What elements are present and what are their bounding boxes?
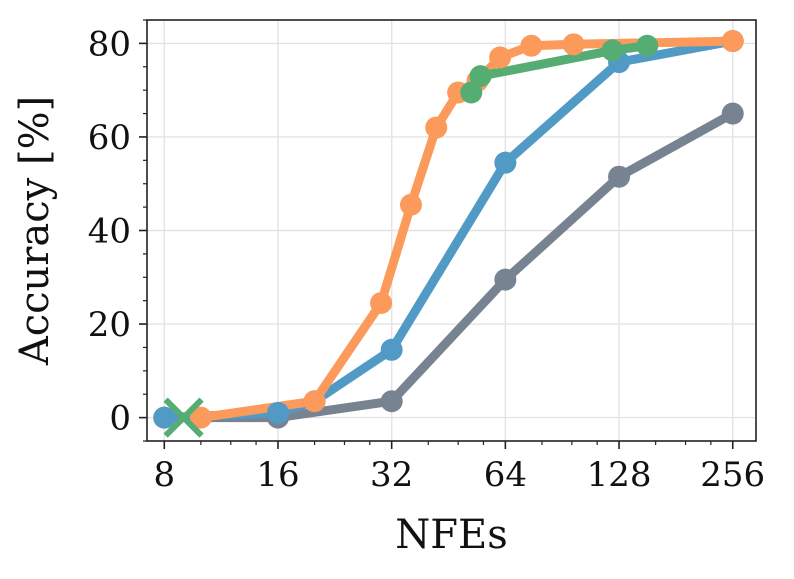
data-point-blue bbox=[494, 151, 517, 174]
data-point-green bbox=[636, 34, 659, 57]
data-point-orange bbox=[425, 116, 448, 139]
y-axis-label: Accuracy [%] bbox=[12, 96, 58, 366]
y-tick-label: 80 bbox=[88, 24, 131, 64]
data-points bbox=[153, 30, 744, 438]
failure-cross-marker bbox=[163, 397, 204, 438]
data-point-orange bbox=[489, 46, 512, 69]
data-point-blue bbox=[380, 338, 403, 361]
y-tick-label: 20 bbox=[88, 305, 131, 345]
major-ticks bbox=[139, 42, 734, 449]
y-tick-label: 0 bbox=[109, 399, 131, 439]
data-point-gray bbox=[380, 390, 403, 413]
x-tick-label: 128 bbox=[587, 455, 652, 495]
x-tick-label: 32 bbox=[370, 455, 413, 495]
grid bbox=[147, 20, 756, 441]
data-point-gray bbox=[721, 102, 744, 125]
data-point-orange bbox=[399, 193, 422, 216]
tick-labels: 8 16 32 64 128 256 0 20 40 60 80 bbox=[88, 24, 765, 495]
y-tick-label: 60 bbox=[88, 118, 131, 158]
data-point-gray bbox=[608, 165, 631, 188]
x-axis-label: NFEs bbox=[395, 512, 507, 558]
data-point-orange bbox=[562, 33, 585, 56]
data-point-orange bbox=[721, 30, 744, 53]
data-point-orange bbox=[370, 292, 393, 315]
data-point-green bbox=[460, 81, 483, 104]
data-point-blue bbox=[266, 401, 289, 424]
x-tick-label: 64 bbox=[484, 455, 527, 495]
x-tick-label: 16 bbox=[256, 455, 299, 495]
x-tick-label: 256 bbox=[700, 455, 765, 495]
failure-cross-stroke bbox=[163, 397, 204, 438]
x-tick-label: 8 bbox=[153, 455, 175, 495]
data-point-orange bbox=[303, 390, 326, 413]
y-tick-label: 40 bbox=[88, 212, 131, 252]
data-point-orange bbox=[189, 406, 212, 429]
data-point-gray bbox=[494, 268, 517, 291]
minor-ticks bbox=[143, 19, 712, 445]
data-point-green bbox=[601, 39, 624, 62]
data-point-green bbox=[469, 65, 492, 88]
data-point-blue bbox=[153, 406, 176, 429]
data-point-orange bbox=[520, 34, 543, 57]
series-line-gray bbox=[159, 109, 738, 423]
